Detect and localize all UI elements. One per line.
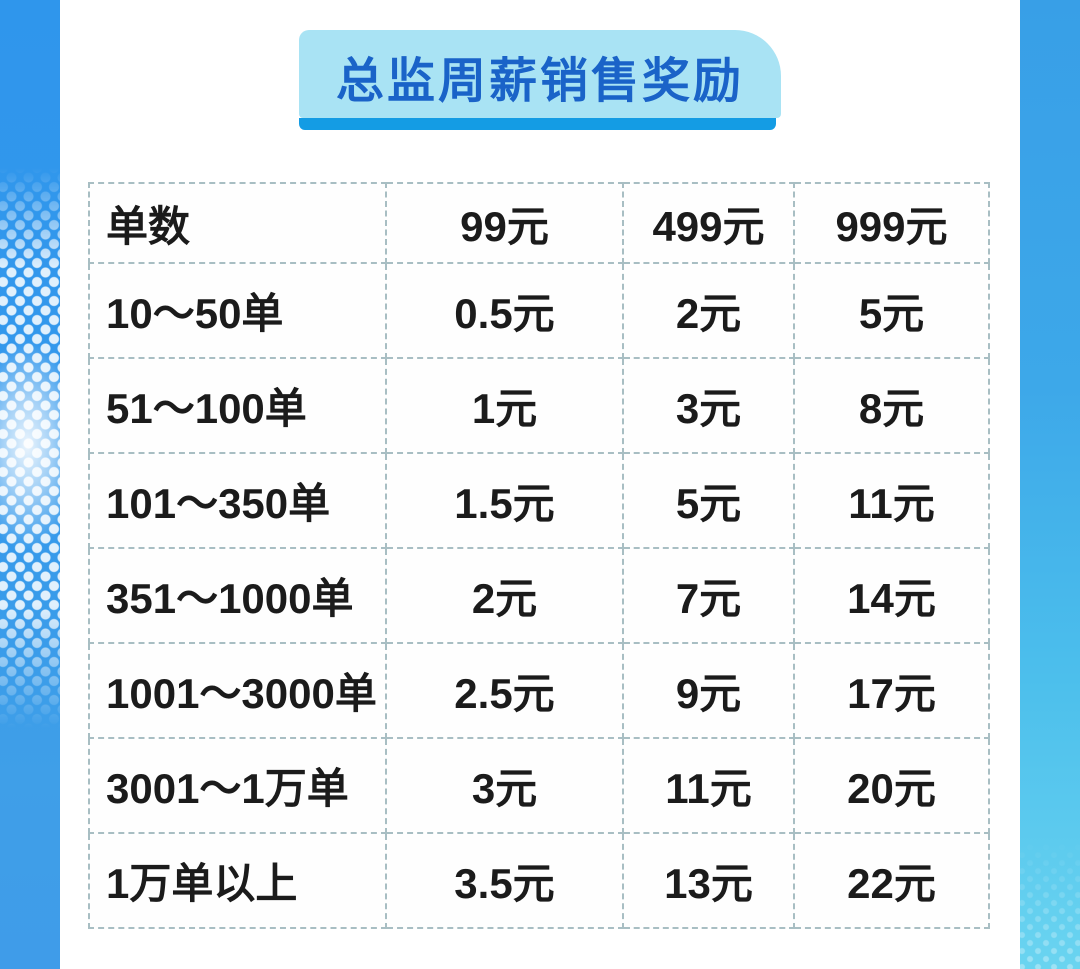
row-label-cell: 10～50单 [88,262,387,359]
title-underline [299,118,777,130]
value-cell: 11元 [793,452,990,549]
row-label-cell: 1万单以上 [88,832,387,929]
reward-table: 单数 99元 499元 999元 10～50单 0.5元 2元 5元 51～100单 1元 3元 8… [88,182,990,929]
value-cell: 9元 [622,642,795,739]
value-cell: 2元 [385,547,624,644]
table-row: 10～50单 0.5元 2元 5元 [88,262,990,359]
title-badge: 总监周薪销售奖励 [299,30,781,130]
right-decoration-strip [1020,0,1080,969]
value-cell: 7元 [622,547,795,644]
header-cell-orders: 单数 [88,182,387,264]
title-plate: 总监周薪销售奖励 [299,30,781,118]
header-row: 单数 99元 499元 999元 [88,182,990,264]
value-cell: 3.5元 [385,832,624,929]
value-cell: 2.5元 [385,642,624,739]
value-cell: 2元 [622,262,795,359]
value-cell: 3元 [385,737,624,834]
value-cell: 22元 [793,832,990,929]
table-row: 1001～3000单 2.5元 9元 17元 [88,642,990,739]
table-row: 1万单以上 3.5元 13元 22元 [88,832,990,929]
value-cell: 13元 [622,832,795,929]
page-title: 总监周薪销售奖励 [335,55,744,108]
value-cell: 14元 [793,547,990,644]
header-cell-tier: 499元 [622,182,795,264]
value-cell: 3元 [622,357,795,454]
table-row: 3001～1万单 3元 11元 20元 [88,737,990,834]
row-label-cell: 51～100单 [88,357,387,454]
value-cell: 5元 [793,262,990,359]
row-label-cell: 351～1000单 [88,547,387,644]
reward-table-body: 10～50单 0.5元 2元 5元 51～100单 1元 3元 8元 101～350单 1.5元 5… [88,262,990,929]
header-cell-tier: 999元 [793,182,990,264]
light-glow-decoration [0,340,82,550]
value-cell: 1元 [385,357,624,454]
table-row: 51～100单 1元 3元 8元 [88,357,990,454]
row-label-cell: 3001～1万单 [88,737,387,834]
table-row: 101～350单 1.5元 5元 11元 [88,452,990,549]
value-cell: 20元 [793,737,990,834]
value-cell: 5元 [622,452,795,549]
value-cell: 11元 [622,737,795,834]
table-row: 351～1000单 2元 7元 14元 [88,547,990,644]
header-cell-tier: 99元 [385,182,624,264]
value-cell: 1.5元 [385,452,624,549]
value-cell: 8元 [793,357,990,454]
halftone-dots-pattern-right [1020,839,1080,969]
reward-table-header: 单数 99元 499元 999元 [88,182,990,264]
value-cell: 17元 [793,642,990,739]
row-label-cell: 1001～3000单 [88,642,387,739]
left-decoration-strip [0,0,82,969]
value-cell: 0.5元 [385,262,624,359]
row-label-cell: 101～350单 [88,452,387,549]
